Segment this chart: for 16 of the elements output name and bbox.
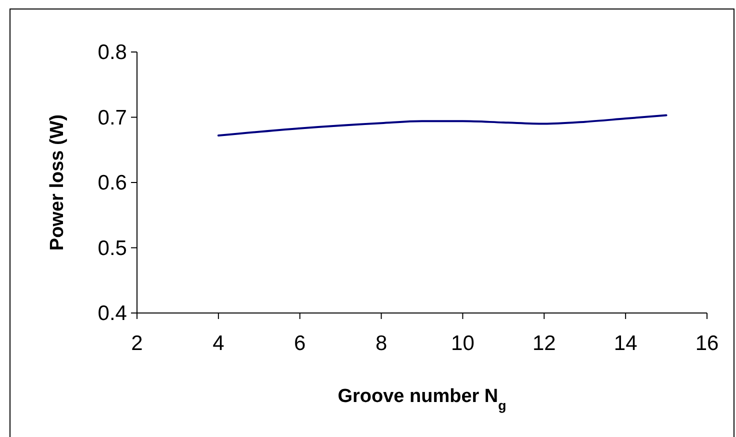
x-tick-label: 8 [375,332,388,355]
x-tick-label: 16 [695,332,719,355]
x-tick-label: 4 [212,332,225,355]
y-axis-title: Power loss (W) [47,114,68,251]
x-tick-label: 2 [131,332,143,355]
y-tick-label: 0.5 [98,236,127,260]
x-tick-label: 12 [532,332,556,355]
y-tick-label: 0.8 [98,41,127,64]
y-tick-label: 0.6 [98,172,127,194]
x-axis-title: Groove number N$_{g}$ [338,386,506,412]
line-series [217,114,668,137]
x-tick-label: 6 [294,332,306,355]
y-tick-label: 0.7 [98,106,127,130]
x-tick-label: 10 [451,332,474,355]
x-tick-label: 14 [614,332,638,355]
y-tick-label: 0.4 [98,302,128,325]
